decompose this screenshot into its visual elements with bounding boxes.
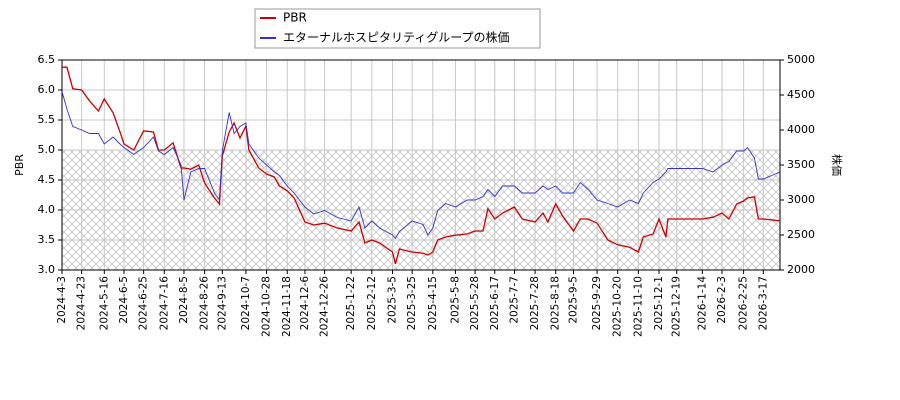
x-tick-label: 2025-4-15 — [427, 276, 439, 330]
x-tick-label: 2024-11-18 — [281, 276, 293, 337]
x-tick-label: 2025-1-22 — [345, 276, 357, 330]
x-tick-label: 2024-9-13 — [216, 276, 228, 330]
x-tick-label: 2024-6-25 — [138, 276, 150, 330]
y-tick-label: 5.5 — [38, 113, 56, 126]
y-tick-label: 4.5 — [38, 173, 56, 186]
y2-tick-label: 2000 — [787, 263, 815, 276]
x-tick-label: 2025-8-18 — [550, 276, 562, 330]
y2-tick-label: 4500 — [787, 88, 815, 101]
x-tick-label: 2025-12-1 — [653, 276, 665, 330]
x-tick-label: 2024-6-5 — [118, 276, 130, 324]
series-line — [62, 66, 781, 265]
x-tick-label: 2025-5-28 — [469, 276, 481, 330]
x-tick-label: 2025-6-17 — [489, 276, 501, 330]
x-tick-label: 2025-10-20 — [612, 276, 624, 337]
x-tick-label: 2024-8-5 — [178, 276, 190, 324]
y-tick-label: 4.0 — [38, 203, 56, 216]
x-tick-label: 2025-5-8 — [449, 276, 461, 324]
x-tick-label: 2025-7-28 — [529, 276, 541, 330]
x-tick-label: 2025-7-7 — [508, 276, 520, 324]
legend-label: エターナルホスピタリティグループの株価 — [283, 30, 510, 45]
x-tick-label: 2026-2-3 — [716, 276, 728, 324]
x-tick-label: 2024-4-3 — [56, 276, 68, 324]
x-tick-label: 2025-2-12 — [366, 276, 378, 330]
x-tick-label: 2024-5-16 — [98, 276, 110, 331]
x-tick-label: 2025-11-10 — [632, 276, 644, 337]
y-tick-label: 3.0 — [38, 263, 56, 276]
y2-tick-label: 5000 — [787, 53, 815, 66]
x-tick-label: 2025-3-25 — [406, 276, 418, 330]
x-tick-label: 2024-7-16 — [158, 276, 170, 331]
x-tick-label: 2025-3-5 — [386, 276, 398, 324]
y2-tick-label: 4000 — [787, 123, 815, 136]
plot-frame — [61, 59, 781, 271]
series-line — [61, 91, 781, 240]
y-tick-label: 6.5 — [38, 53, 56, 66]
x-tick-label: 2024-10-7 — [240, 276, 252, 330]
x-tick-label: 2024-10-28 — [261, 276, 273, 337]
x-tick-label: 2026-3-17 — [757, 276, 769, 330]
legend: PBR エターナルホスピタリティグループの株価 — [254, 8, 541, 49]
legend-label: PBR — [283, 11, 307, 25]
x-tick-label: 2024-12-6 — [299, 276, 311, 331]
x-tick-label: 2025-9-5 — [567, 276, 579, 324]
y2-tick-label: 2500 — [787, 228, 815, 241]
y-tick-label: 3.5 — [38, 233, 56, 246]
legend-box — [254, 8, 541, 49]
y2-tick-label: 3500 — [787, 158, 815, 171]
x-tick-label: 2025-9-29 — [591, 276, 603, 330]
x-tick-label: 2026-1-14 — [696, 276, 708, 331]
x-tick-label: 2024-8-26 — [199, 276, 211, 331]
y2-tick-label: 3000 — [787, 193, 815, 206]
x-tick-label: 2025-12-19 — [671, 276, 683, 337]
y2-axis-label: 株価 — [830, 154, 844, 176]
y-axis-label: PBR — [13, 154, 26, 176]
y-tick-label: 5.0 — [38, 143, 56, 156]
x-tick-label: 2026-2-25 — [738, 276, 750, 330]
x-tick-label: 2024-12-26 — [319, 276, 331, 337]
x-tick-label: 2024-4-23 — [76, 276, 88, 330]
y-tick-label: 6.0 — [38, 83, 56, 96]
